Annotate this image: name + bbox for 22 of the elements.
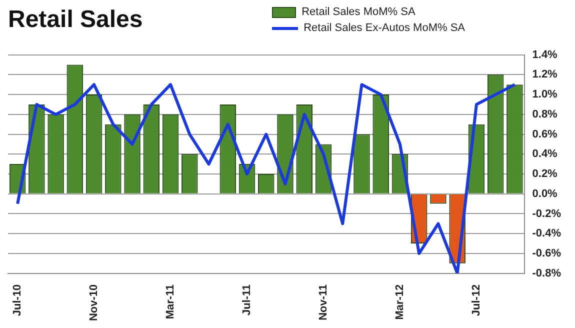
- y-tick-label: -0.4%: [532, 228, 562, 240]
- x-tick-label: Jul-10: [12, 284, 24, 316]
- y-tick-label: 1.4%: [532, 48, 558, 61]
- y-tick-label: -0.8%: [532, 267, 562, 280]
- x-tick-label: Nov-10: [88, 284, 100, 322]
- y-tick-label: 1.2%: [532, 68, 558, 81]
- y-tick-label: 1.0%: [532, 88, 558, 101]
- y-tick-label: 0.0%: [532, 188, 558, 200]
- y-tick-label: 0.4%: [532, 148, 558, 160]
- x-tick-label: Jul-12: [470, 284, 482, 316]
- x-tick-label: Mar-11: [164, 284, 177, 320]
- chart-title: Retail Sales: [8, 6, 143, 34]
- x-tick-label: Nov-11: [318, 284, 330, 320]
- y-tick-label: -0.6%: [532, 247, 562, 260]
- x-tick-label: Mar-12: [394, 284, 406, 320]
- x-tick-label: Jul-11: [241, 284, 254, 316]
- legend-label: Retail Sales MoM% SA: [302, 6, 416, 18]
- y-tick-label: 0.2%: [532, 168, 558, 180]
- y-tick-label: 0.6%: [532, 128, 558, 140]
- y-tick-label: 0.8%: [532, 108, 558, 120]
- legend-label: Retail Sales Ex-Autos MoM% SA: [304, 22, 465, 34]
- y-tick-label: -0.2%: [532, 208, 562, 220]
